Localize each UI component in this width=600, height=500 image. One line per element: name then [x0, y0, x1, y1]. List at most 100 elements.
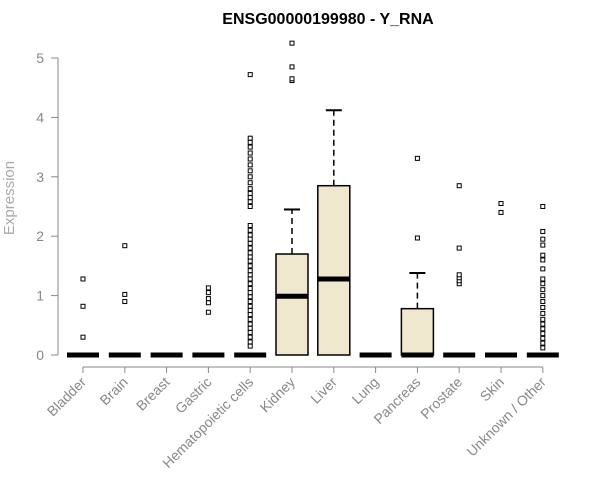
- outlier-point: [247, 186, 253, 192]
- outlier-point: [540, 335, 546, 341]
- outlier-point: [247, 245, 253, 251]
- outlier-point: [540, 276, 546, 282]
- outlier-point: [247, 223, 253, 229]
- outlier-point: [205, 300, 211, 306]
- outlier-point: [205, 285, 211, 291]
- outlier-point: [247, 135, 253, 141]
- outlier-point: [205, 296, 211, 302]
- outlier-point: [247, 240, 253, 246]
- box: [317, 184, 351, 356]
- outlier-point: [289, 64, 295, 70]
- outlier-point: [122, 291, 128, 297]
- outlier-point: [247, 290, 253, 296]
- outlier-point: [247, 156, 253, 162]
- outlier-point: [247, 150, 253, 156]
- outlier-point: [247, 339, 253, 345]
- outlier-point: [456, 245, 462, 251]
- outlier-point: [498, 209, 504, 215]
- y-tick-label: 5: [36, 50, 44, 66]
- outlier-point: [414, 155, 420, 161]
- y-tick-label: 1: [36, 288, 44, 304]
- y-axis-label: Expression: [1, 161, 18, 235]
- outlier-point: [540, 316, 546, 322]
- outlier-point: [540, 242, 546, 248]
- outlier-point: [247, 334, 253, 340]
- outlier-point: [540, 326, 546, 332]
- outlier-point: [247, 272, 253, 278]
- outlier-point: [247, 299, 253, 305]
- outlier-point: [80, 303, 86, 309]
- outlier-point: [247, 307, 253, 313]
- outlier-point: [247, 343, 253, 349]
- y-tick-label: 4: [36, 109, 44, 125]
- outlier-point: [247, 174, 253, 180]
- x-tick-label: Breast: [133, 374, 173, 414]
- outlier-point: [540, 293, 546, 299]
- outlier-point: [247, 268, 253, 274]
- outlier-point: [247, 276, 253, 282]
- outlier-point: [247, 236, 253, 242]
- outlier-point: [289, 40, 295, 46]
- x-tick-label: Unknown / Other: [463, 374, 549, 460]
- box-hematopoietic-cells: [234, 72, 267, 358]
- outlier-point: [122, 299, 128, 305]
- x-tick-label: Brain: [96, 374, 130, 408]
- outlier-point: [540, 266, 546, 272]
- outlier-point: [247, 232, 253, 238]
- outlier-point: [247, 168, 253, 174]
- box-pancreas: [400, 155, 435, 358]
- boxes-group: [67, 40, 559, 358]
- outlier-point: [247, 263, 253, 269]
- outlier-point: [247, 139, 253, 145]
- outlier-point: [80, 334, 86, 340]
- outlier-point: [247, 144, 253, 150]
- outlier-point: [540, 331, 546, 337]
- outlier-point: [540, 281, 546, 287]
- outlier-point: [247, 162, 253, 168]
- outlier-point: [456, 183, 462, 189]
- outlier-point: [247, 281, 253, 287]
- outlier-point: [540, 204, 546, 209]
- outlier-point: [247, 199, 253, 205]
- outlier-point: [205, 290, 211, 296]
- outlier-point: [247, 325, 253, 331]
- outlier-point: [540, 304, 546, 310]
- box-unknown-other: [526, 204, 559, 358]
- y-tick-label: 2: [36, 228, 44, 244]
- y-axis: 0 1 2 3 4 5: [36, 50, 59, 363]
- outlier-point: [247, 312, 253, 318]
- outlier-point: [247, 285, 253, 291]
- chart-title: ENSG00000199980 - Y_RNA: [222, 11, 434, 28]
- outlier-point: [540, 228, 546, 234]
- outlier-point: [247, 195, 253, 201]
- outlier-point: [540, 257, 546, 263]
- box-prostate: [443, 183, 476, 358]
- outlier-point: [247, 329, 253, 335]
- box-liver: [317, 109, 351, 356]
- outlier-point: [540, 299, 546, 305]
- outlier-point: [498, 201, 504, 207]
- box-brain: [108, 243, 141, 358]
- outlier-point: [247, 258, 253, 264]
- outlier-point: [247, 72, 253, 78]
- outlier-point: [247, 303, 253, 309]
- box-bladder: [67, 276, 99, 358]
- box-skin: [485, 201, 517, 358]
- y-tick-label: 3: [36, 169, 44, 185]
- outlier-point: [247, 227, 253, 233]
- outlier-point: [247, 254, 253, 260]
- x-tick-label: Bladder: [44, 374, 90, 420]
- outlier-point: [456, 272, 462, 278]
- outlier-point: [540, 287, 546, 293]
- outlier-point: [247, 294, 253, 300]
- outlier-point: [247, 180, 253, 186]
- outlier-point: [247, 204, 253, 209]
- outlier-point: [247, 321, 253, 327]
- outlier-point: [540, 345, 546, 351]
- box-kidney: [275, 40, 309, 356]
- outlier-point: [540, 310, 546, 316]
- outlier-point: [122, 243, 128, 249]
- outlier-point: [540, 252, 546, 258]
- box: [400, 307, 435, 356]
